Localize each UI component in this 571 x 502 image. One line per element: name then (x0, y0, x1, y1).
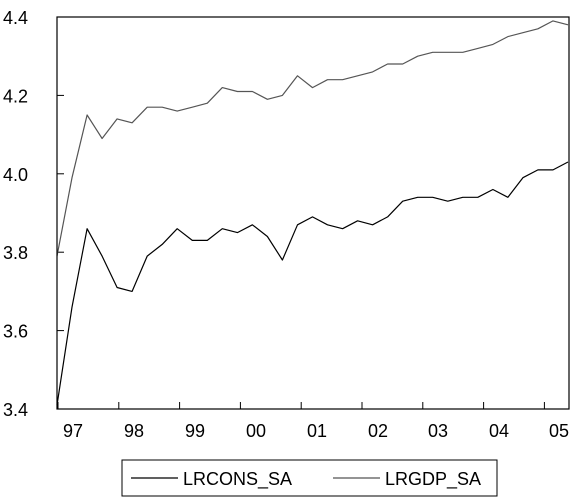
y-axis-ticks (57, 16, 64, 410)
y-tick-label: 3.8 (3, 243, 28, 263)
legend-box (121, 459, 498, 497)
x-axis-ticks (57, 402, 545, 409)
x-tick-label: 02 (368, 421, 388, 441)
series-line-lrgdp-sa (56, 20, 569, 257)
y-tick-label: 3.4 (3, 400, 28, 420)
x-tick-label: 01 (307, 421, 327, 441)
legend-label-lrcons: LRCONS_SA (183, 469, 292, 490)
y-tick-label: 4.0 (3, 165, 28, 185)
y-axis-tick-labels: 3.4 3.6 3.8 4.0 4.2 4.4 (3, 8, 28, 420)
x-tick-label: 04 (489, 421, 509, 441)
x-tick-label: 05 (549, 421, 569, 441)
legend: LRCONS_SA LRGDP_SA (121, 459, 498, 497)
x-axis-tick-labels: 97 98 99 00 01 02 03 04 05 (63, 421, 569, 441)
x-tick-label: 98 (124, 421, 144, 441)
x-tick-label: 99 (185, 421, 205, 441)
plot-frame (56, 16, 570, 410)
y-tick-label: 3.6 (3, 322, 28, 342)
series-lines (56, 20, 569, 406)
series-line-lrcons-sa (56, 161, 569, 406)
y-tick-label: 4.4 (3, 8, 28, 28)
x-tick-label: 00 (246, 421, 266, 441)
y-tick-label: 4.2 (3, 86, 28, 106)
x-tick-label: 03 (428, 421, 448, 441)
legend-label-lrgdp: LRGDP_SA (385, 469, 481, 490)
x-tick-label: 97 (63, 421, 83, 441)
